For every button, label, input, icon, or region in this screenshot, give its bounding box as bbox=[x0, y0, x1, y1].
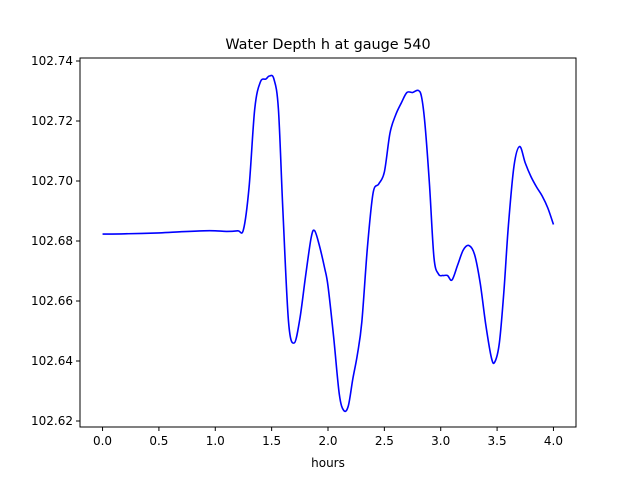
x-tick-label: 2.0 bbox=[318, 434, 337, 448]
x-axis-label: hours bbox=[311, 456, 345, 470]
y-tick-label: 102.68 bbox=[31, 234, 73, 248]
x-tick-label: 3.5 bbox=[488, 434, 507, 448]
chart-title: Water Depth h at gauge 540 bbox=[225, 37, 430, 53]
y-tick-label: 102.64 bbox=[31, 354, 73, 368]
series-layer bbox=[102, 74, 555, 413]
x-axis: 0.0 0.5 1.0 1.5 2.0 2.5 3.0 3.5 4.0 bbox=[93, 427, 563, 448]
y-tick-label: 102.62 bbox=[31, 414, 73, 428]
x-tick-label: 4.0 bbox=[544, 434, 563, 448]
y-tick-label: 102.74 bbox=[31, 54, 73, 68]
x-tick-label: 0.5 bbox=[149, 434, 168, 448]
x-tick-label: 3.0 bbox=[431, 434, 450, 448]
y-tick-label: 102.66 bbox=[31, 294, 73, 308]
plot-frame bbox=[79, 57, 577, 428]
y-axis: 102.62 102.64 102.66 102.68 102.70 102.72 102.… bbox=[31, 54, 80, 428]
x-tick-label: 1.0 bbox=[206, 434, 225, 448]
y-tick-label: 102.70 bbox=[31, 174, 73, 188]
x-tick-label: 1.5 bbox=[262, 434, 281, 448]
y-tick-label: 102.72 bbox=[31, 114, 73, 128]
x-tick-label: 2.5 bbox=[375, 434, 394, 448]
plot-area bbox=[80, 58, 576, 427]
series-line bbox=[102, 74, 555, 413]
x-tick-label: 0.0 bbox=[93, 434, 112, 448]
